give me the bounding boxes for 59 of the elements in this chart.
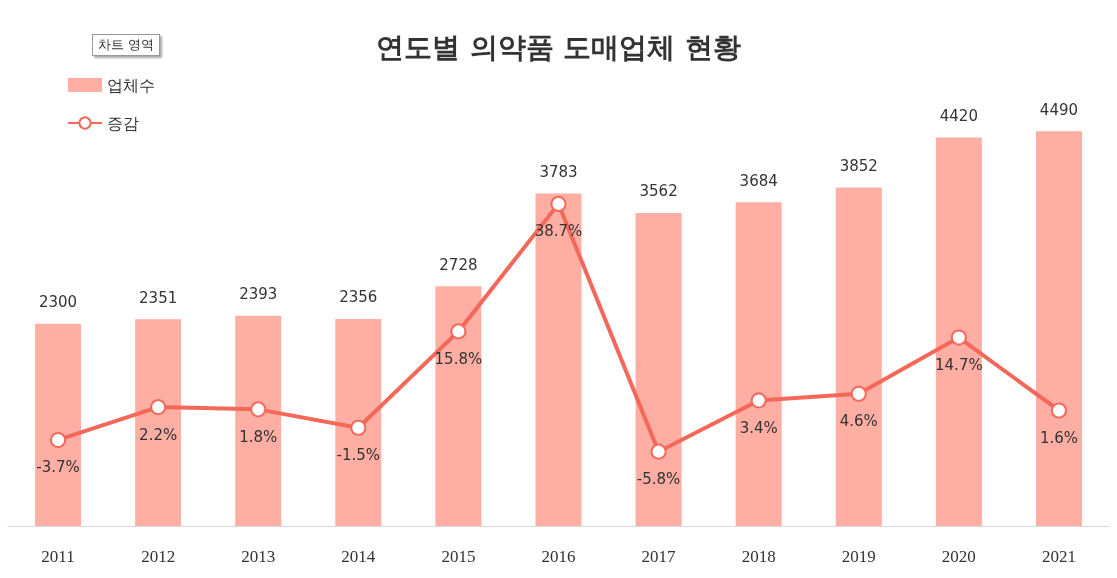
point bbox=[350, 419, 367, 436]
x-tick-label: 2018 bbox=[741, 547, 776, 566]
bar bbox=[435, 286, 482, 526]
bar bbox=[335, 318, 382, 526]
data-label: -1.5% bbox=[336, 446, 381, 465]
data-label: 3684 bbox=[739, 171, 778, 190]
point bbox=[850, 385, 867, 402]
x-tick-label: 2017 bbox=[641, 547, 677, 566]
text: 차트 영역 bbox=[92, 34, 161, 56]
point bbox=[650, 443, 667, 460]
point bbox=[150, 399, 167, 416]
data-label: 38.7% bbox=[534, 222, 583, 241]
bar bbox=[635, 212, 682, 526]
x-tick-label: 2021 bbox=[1041, 547, 1076, 566]
legend-label: 증감 bbox=[107, 113, 139, 133]
x-tick-label: 2013 bbox=[241, 547, 276, 566]
bar bbox=[935, 137, 982, 526]
data-label: 2728 bbox=[439, 255, 478, 274]
x-tick-label: 2016 bbox=[541, 547, 576, 566]
point bbox=[750, 392, 767, 409]
bar bbox=[1035, 131, 1082, 526]
bar bbox=[135, 319, 182, 526]
data-label: 15.8% bbox=[434, 349, 483, 368]
point bbox=[450, 323, 467, 340]
data-label: -3.7% bbox=[36, 458, 80, 477]
bar bbox=[535, 193, 582, 526]
point bbox=[950, 329, 967, 346]
data-label: 2351 bbox=[139, 288, 178, 307]
data-label: 3783 bbox=[539, 162, 578, 181]
data-label: 4420 bbox=[939, 106, 978, 125]
bar bbox=[835, 187, 882, 526]
data-label: 2356 bbox=[339, 288, 378, 307]
data-label: -5.8% bbox=[636, 470, 681, 489]
data-label: 1.6% bbox=[1039, 428, 1079, 447]
point bbox=[1050, 402, 1067, 419]
data-label: 2300 bbox=[38, 293, 78, 312]
x-tick-label: 2011 bbox=[41, 547, 75, 566]
data-label: 3.4% bbox=[739, 418, 778, 437]
bar bbox=[735, 202, 782, 526]
x-tick-label: 2015 bbox=[441, 547, 476, 566]
data-label: 2.2% bbox=[139, 425, 178, 444]
point bbox=[250, 401, 267, 418]
data-label: 14.7% bbox=[935, 356, 983, 375]
point bbox=[550, 195, 567, 212]
data-label: 4.6% bbox=[839, 412, 878, 431]
x-tick-label: 2020 bbox=[941, 547, 976, 566]
bar bbox=[35, 323, 82, 526]
data-label: 1.8% bbox=[239, 427, 278, 446]
data-label: 3852 bbox=[839, 156, 878, 175]
data-label: 2393 bbox=[239, 285, 278, 304]
chart-title: 연도별 의약품 도매업체 현황 bbox=[375, 30, 742, 64]
bar bbox=[235, 315, 282, 526]
x-tick-label: 2012 bbox=[141, 547, 176, 566]
x-tick-label: 2019 bbox=[841, 547, 876, 566]
x-tick-label: 2014 bbox=[341, 547, 376, 566]
legend-label: 업체수 bbox=[107, 75, 155, 95]
data-label: 3562 bbox=[639, 182, 678, 201]
point bbox=[50, 431, 67, 448]
data-label: 4490 bbox=[1039, 100, 1079, 119]
